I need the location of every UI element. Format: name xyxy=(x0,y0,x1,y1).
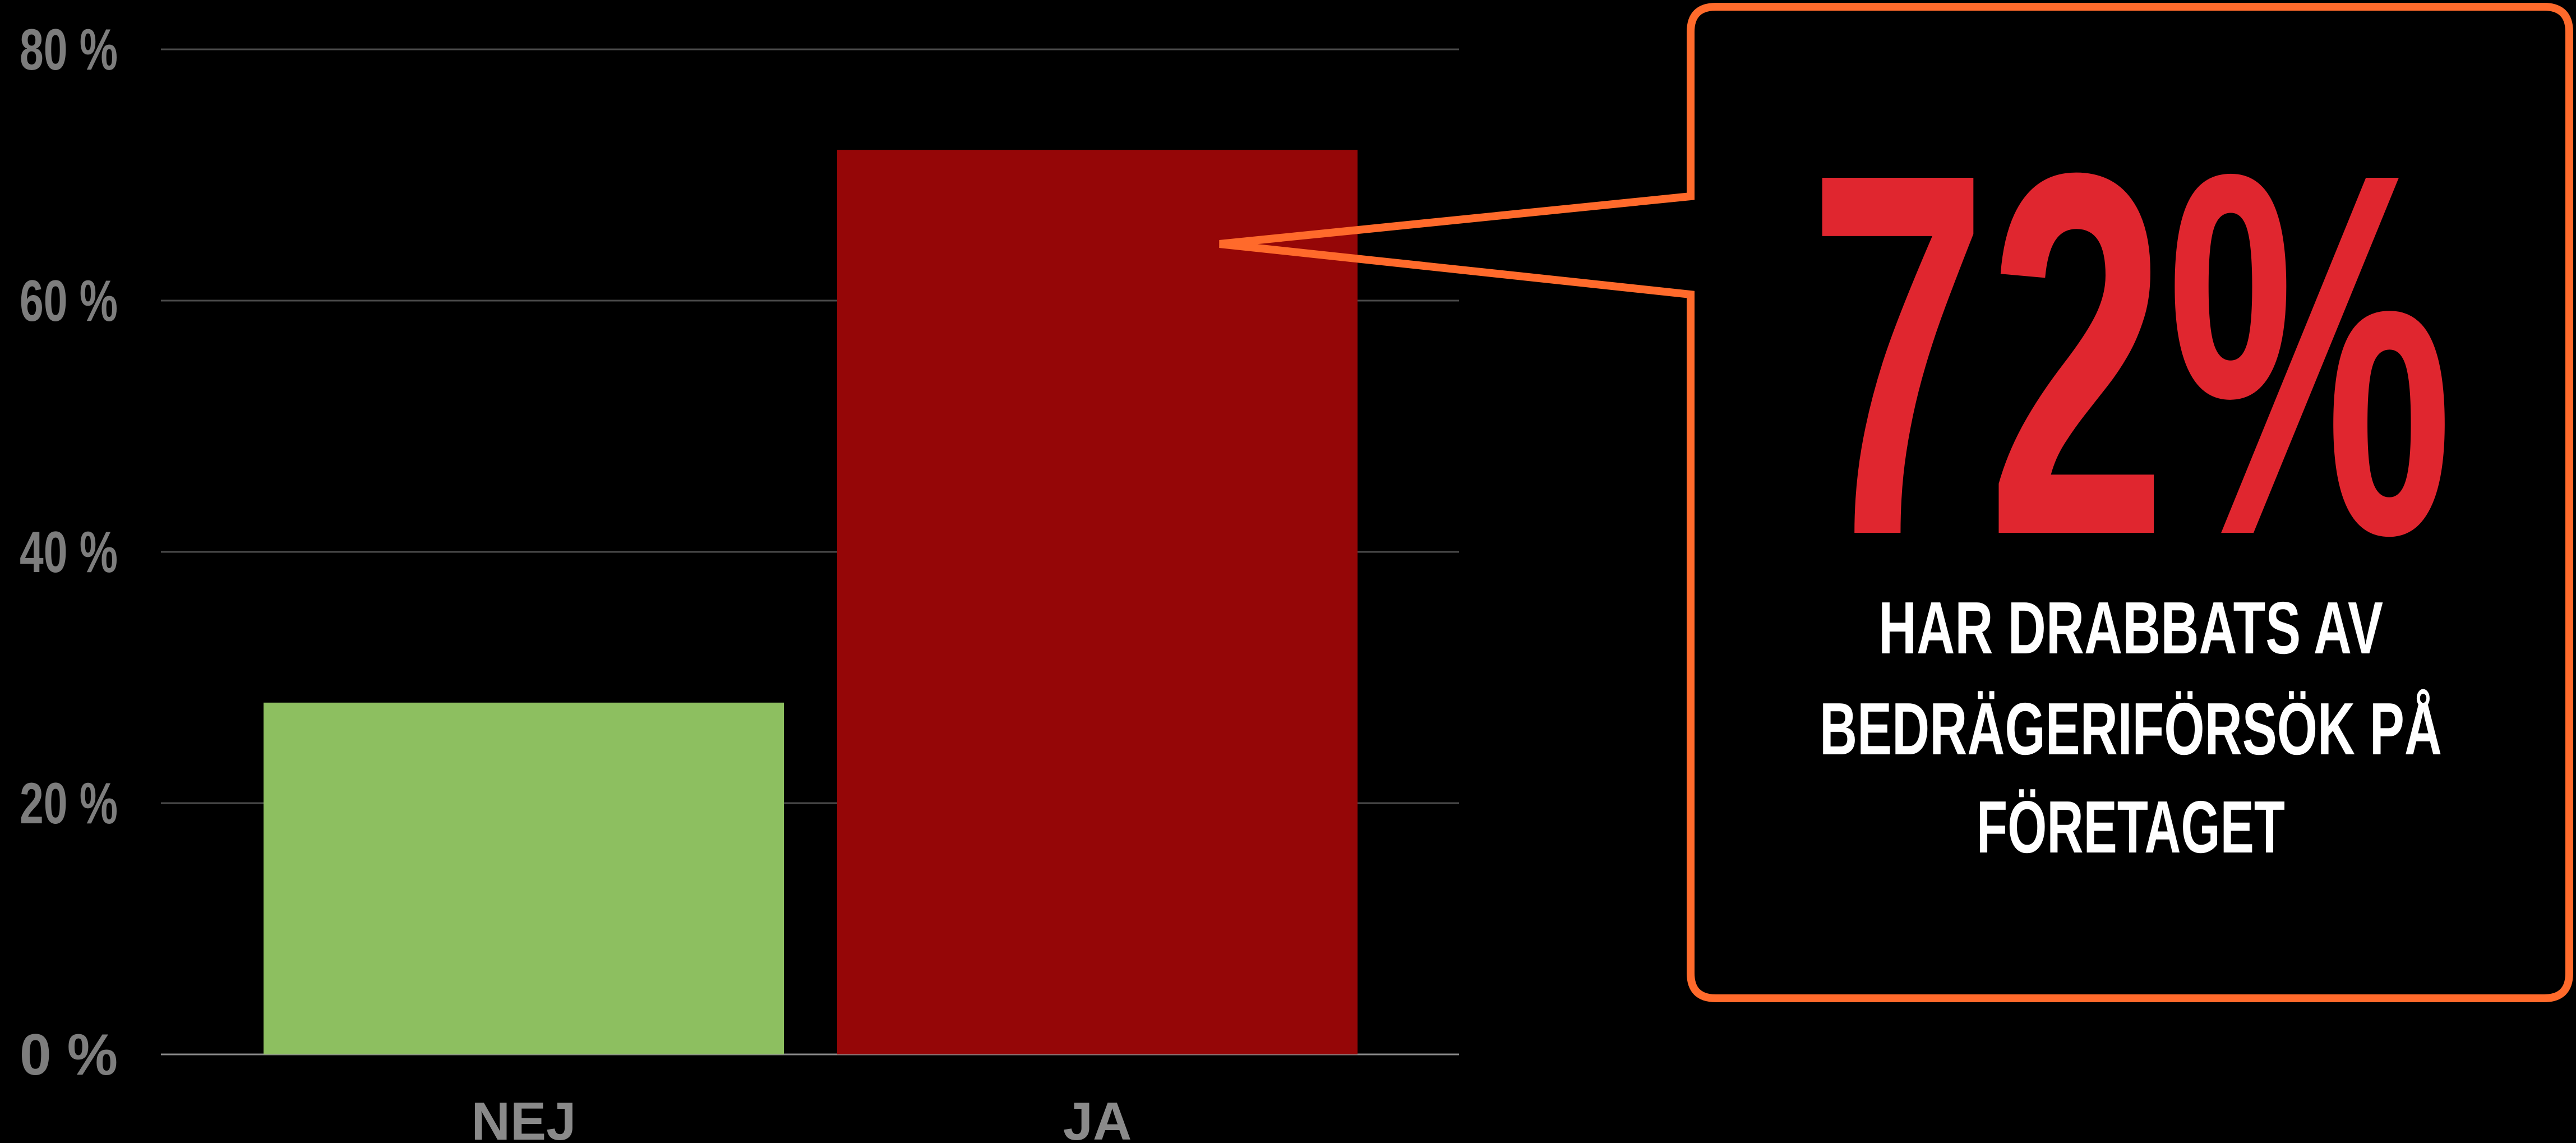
callout-line-2: BEDRÄGERIFÖRSÖK PÅ xyxy=(1820,688,2442,770)
callout-line-3: FÖRETAGET xyxy=(1977,786,2285,868)
x-tick-label: NEJ xyxy=(472,1091,576,1143)
bar-ja xyxy=(837,150,1358,1055)
x-axis: NEJ JA xyxy=(472,1091,1132,1143)
y-axis: 0 % 20 % 40 % 60 % 80 % xyxy=(20,17,118,1087)
y-tick-label: 0 % xyxy=(20,1022,118,1087)
y-tick-label: 40 % xyxy=(20,520,118,585)
callout: 72% HAR DRABBATS AV BEDRÄGERIFÖRSÖK PÅ F… xyxy=(1219,3,2573,1002)
x-tick-label: JA xyxy=(1063,1091,1132,1143)
y-tick-label: 80 % xyxy=(20,17,118,82)
bar-nej xyxy=(264,702,784,1054)
bars xyxy=(264,150,1358,1055)
y-tick-label: 60 % xyxy=(20,269,118,334)
callout-line-1: HAR DRABBATS AV xyxy=(1878,587,2383,669)
y-tick-label: 20 % xyxy=(20,771,118,836)
callout-outline xyxy=(1219,3,2573,1002)
callout-value: 72% xyxy=(1808,66,2453,642)
